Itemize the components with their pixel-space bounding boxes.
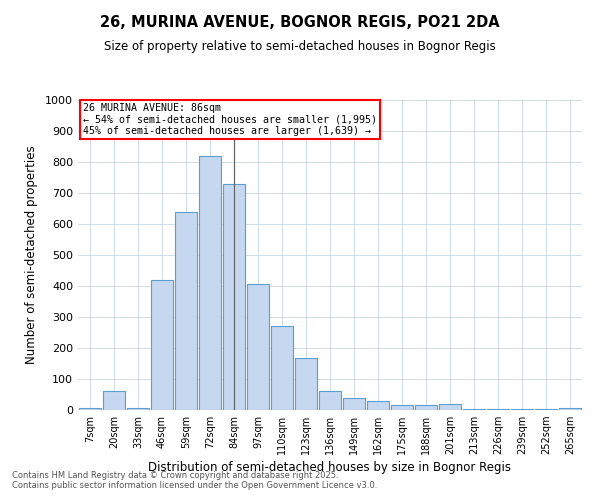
Bar bbox=[223, 184, 245, 410]
Y-axis label: Number of semi-detached properties: Number of semi-detached properties bbox=[25, 146, 38, 364]
Bar bbox=[463, 409, 485, 410]
Text: 26, MURINA AVENUE, BOGNOR REGIS, PO21 2DA: 26, MURINA AVENUE, BOGNOR REGIS, PO21 2D… bbox=[100, 15, 500, 30]
Text: Size of property relative to semi-detached houses in Bognor Regis: Size of property relative to semi-detach… bbox=[104, 40, 496, 53]
Bar bbox=[511, 409, 533, 410]
Bar bbox=[151, 280, 173, 410]
Text: 26 MURINA AVENUE: 86sqm
← 54% of semi-detached houses are smaller (1,995)
45% of: 26 MURINA AVENUE: 86sqm ← 54% of semi-de… bbox=[83, 103, 377, 136]
Bar bbox=[415, 406, 437, 410]
Text: Contains HM Land Registry data © Crown copyright and database right 2025.
Contai: Contains HM Land Registry data © Crown c… bbox=[12, 470, 377, 490]
Bar bbox=[559, 408, 581, 410]
Bar bbox=[439, 404, 461, 410]
Bar bbox=[319, 391, 341, 410]
Bar bbox=[295, 358, 317, 410]
Bar bbox=[535, 409, 557, 410]
Bar bbox=[367, 402, 389, 410]
X-axis label: Distribution of semi-detached houses by size in Bognor Regis: Distribution of semi-detached houses by … bbox=[149, 462, 511, 474]
Bar bbox=[199, 156, 221, 410]
Bar bbox=[127, 408, 149, 410]
Bar bbox=[487, 409, 509, 410]
Bar bbox=[271, 326, 293, 410]
Bar bbox=[175, 212, 197, 410]
Bar bbox=[79, 408, 101, 410]
Bar bbox=[391, 406, 413, 410]
Bar bbox=[103, 391, 125, 410]
Bar bbox=[343, 398, 365, 410]
Bar bbox=[247, 284, 269, 410]
